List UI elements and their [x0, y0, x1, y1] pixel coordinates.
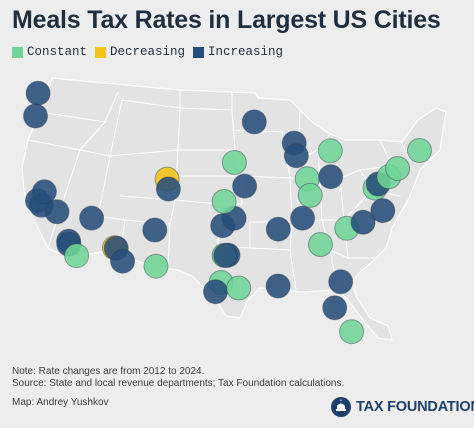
city-bubble-constant	[143, 253, 169, 279]
map-title: Meals Tax Rates in Largest US Cities	[12, 6, 441, 34]
note-source: Source: State and local revenue departme…	[12, 378, 345, 389]
city-bubble-increasing	[155, 176, 181, 202]
city-bubbles	[23, 80, 432, 345]
city-bubble-constant	[385, 156, 411, 181]
legend-item-decreasing: Decreasing	[95, 45, 185, 59]
legend-item-increasing: Increasing	[193, 45, 283, 59]
city-bubble-constant	[226, 275, 252, 301]
legend-label-increasing: Increasing	[208, 45, 284, 59]
city-bubble-increasing	[213, 243, 239, 268]
city-bubble-constant	[211, 189, 237, 214]
city-bubble-constant	[64, 243, 90, 269]
map-credit: Map: Andrey Yushkov	[12, 397, 109, 408]
city-bubble-increasing	[31, 179, 57, 205]
city-bubble-increasing	[232, 173, 258, 199]
city-bubble-increasing	[23, 103, 48, 129]
city-bubble-increasing	[203, 279, 228, 305]
city-bubble-constant	[317, 138, 343, 164]
legend: Constant Decreasing Increasing	[12, 45, 291, 59]
city-bubble-constant	[297, 182, 323, 208]
note-rate-changes: Note: Rate changes are from 2012 to 2024…	[12, 366, 205, 377]
city-bubble-increasing	[25, 80, 51, 106]
city-bubble-increasing	[265, 273, 291, 299]
tax-foundation-logo: TAX FOUNDATION	[330, 396, 474, 418]
brand-name: TAX FOUNDATION	[356, 399, 474, 415]
legend-label-decreasing: Decreasing	[110, 45, 186, 59]
city-bubble-increasing	[265, 216, 291, 242]
legend-swatch-constant	[12, 46, 23, 58]
city-bubble-constant	[221, 150, 247, 175]
city-bubble-increasing	[79, 205, 105, 231]
city-bubble-increasing	[283, 143, 309, 169]
legend-item-constant: Constant	[12, 45, 87, 59]
legend-swatch-decreasing	[95, 46, 107, 58]
city-bubble-increasing	[142, 217, 168, 243]
city-bubble-increasing	[350, 209, 376, 235]
city-bubble-constant	[307, 232, 333, 257]
legend-swatch-increasing	[193, 46, 205, 58]
capitol-dome-icon	[331, 397, 351, 417]
city-bubble-constant	[407, 138, 432, 163]
city-bubble-increasing	[328, 269, 354, 295]
city-bubble-constant	[339, 319, 365, 345]
city-bubble-increasing	[241, 109, 267, 135]
city-bubble-increasing	[370, 198, 396, 224]
city-bubble-increasing	[322, 295, 348, 321]
city-bubble-increasing	[110, 248, 136, 274]
city-bubble-increasing	[290, 205, 316, 231]
city-bubble-increasing	[44, 199, 70, 225]
note: Note: Rate changes are from 2012 to 2024…	[12, 366, 344, 390]
city-bubble-increasing	[318, 164, 344, 190]
legend-label-constant: Constant	[27, 45, 88, 59]
